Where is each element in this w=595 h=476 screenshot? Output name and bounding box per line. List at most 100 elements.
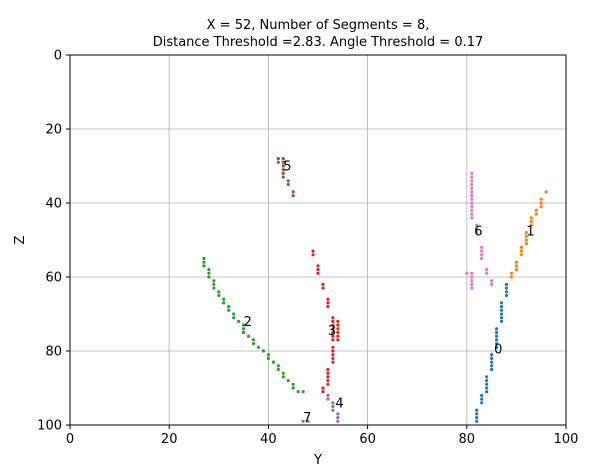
segment-3-point [331, 345, 335, 349]
segment-5-point [281, 164, 285, 168]
segment-3-point [326, 301, 330, 305]
segment-0-point [490, 356, 494, 360]
segment-2-point [207, 268, 211, 272]
segment-2-point [222, 297, 226, 301]
segment-5-point [276, 160, 280, 164]
segment-0-point [485, 379, 489, 383]
segment-3-point [331, 356, 335, 360]
segment-3-point [316, 271, 320, 275]
y-tick-label: 40 [45, 197, 62, 212]
segment-1-point [514, 260, 519, 264]
segment-0-point [490, 360, 494, 364]
segment-1-point [534, 212, 538, 216]
x-tick-label: 60 [359, 432, 376, 447]
segment-2-point [276, 367, 280, 372]
segment-1-point [524, 231, 528, 235]
segment-6-point [470, 205, 474, 209]
segment-6-point [470, 190, 474, 194]
segment-3-point [326, 297, 330, 301]
segment-6-point [470, 282, 474, 286]
segment-0-point [475, 408, 479, 412]
segment-5-point [286, 182, 290, 187]
segment-6-point [470, 186, 474, 190]
segment-0-point [485, 390, 489, 394]
segment-2-point [291, 386, 295, 390]
segment-2-point [281, 371, 285, 375]
segment-3-point [331, 319, 335, 323]
segment-7-point [306, 419, 310, 423]
segment-2-point [202, 264, 206, 268]
segment-0-point [504, 293, 509, 298]
segment-5-point [291, 190, 295, 194]
segment-1-point [509, 271, 514, 275]
segment-6-point [470, 208, 474, 212]
segment-6-point [475, 227, 479, 231]
segment-4-point [336, 416, 340, 420]
segment-3-point [311, 249, 315, 253]
segment-2-point [286, 379, 290, 383]
segment-2-point [256, 345, 261, 349]
segment-2-point [237, 319, 241, 323]
segment-2-point [261, 349, 266, 353]
segment-0-point [499, 312, 504, 316]
segment-2-point [202, 256, 206, 261]
segment-2-point [212, 286, 216, 290]
segment-3-point [321, 286, 325, 290]
segment-2-point [217, 290, 221, 294]
segment-2-point [202, 260, 206, 264]
segment-6-point [470, 175, 474, 179]
segment-3-point [336, 319, 340, 323]
segment-7-point [301, 419, 305, 423]
segment-2-point [217, 293, 221, 298]
segment-3-point [331, 360, 335, 364]
segment-6-point [470, 197, 474, 201]
segment-0-point [494, 345, 499, 349]
segment-5-label: 5 [283, 160, 291, 175]
segment-2-point [266, 356, 270, 360]
segment-1-point [539, 205, 543, 209]
segment-1-point [519, 253, 523, 257]
segment-3-point [336, 334, 340, 338]
segment-2-point [246, 334, 251, 338]
segment-6-point [475, 223, 479, 227]
segment-6-point [475, 231, 479, 235]
segment-5-point [281, 175, 285, 179]
segment-5-point [281, 157, 285, 161]
segment-6-label: 6 [474, 224, 482, 239]
segment-3-point [331, 353, 335, 357]
segment-3-point [331, 330, 335, 335]
segment-0-point [494, 342, 499, 346]
x-tick-label: 20 [161, 432, 178, 447]
segment-3-point [331, 338, 335, 342]
segment-5-point [281, 168, 285, 172]
segment-0-point [499, 301, 504, 305]
data-points [202, 157, 548, 423]
y-tick-label: 100 [37, 419, 62, 434]
segment-3-point [326, 379, 330, 383]
segment-6-point [470, 271, 474, 275]
y-tick-label: 0 [54, 49, 62, 64]
segment-0-point [494, 327, 499, 331]
segment-3-point [326, 305, 330, 309]
segment-0-point [494, 338, 499, 342]
segment-6-point [470, 275, 474, 279]
segment-6-point [490, 282, 494, 286]
segment-2-point [266, 353, 270, 357]
segment-6-point [480, 253, 484, 257]
segment-2-point [212, 279, 216, 283]
segment-5-point [286, 179, 290, 183]
segment-0-point [475, 412, 479, 416]
segment-0-point [499, 305, 504, 309]
segment-3-point [331, 334, 335, 338]
segment-5-point [281, 160, 285, 164]
segment-0-point [494, 334, 499, 338]
segment-3-point [331, 349, 335, 353]
y-tick-label: 60 [45, 271, 62, 286]
segment-0-point [485, 375, 489, 379]
segment-0-point [504, 282, 509, 286]
segment-3-point [336, 338, 340, 342]
segment-2-point [242, 330, 246, 335]
segment-6-point [470, 216, 474, 220]
